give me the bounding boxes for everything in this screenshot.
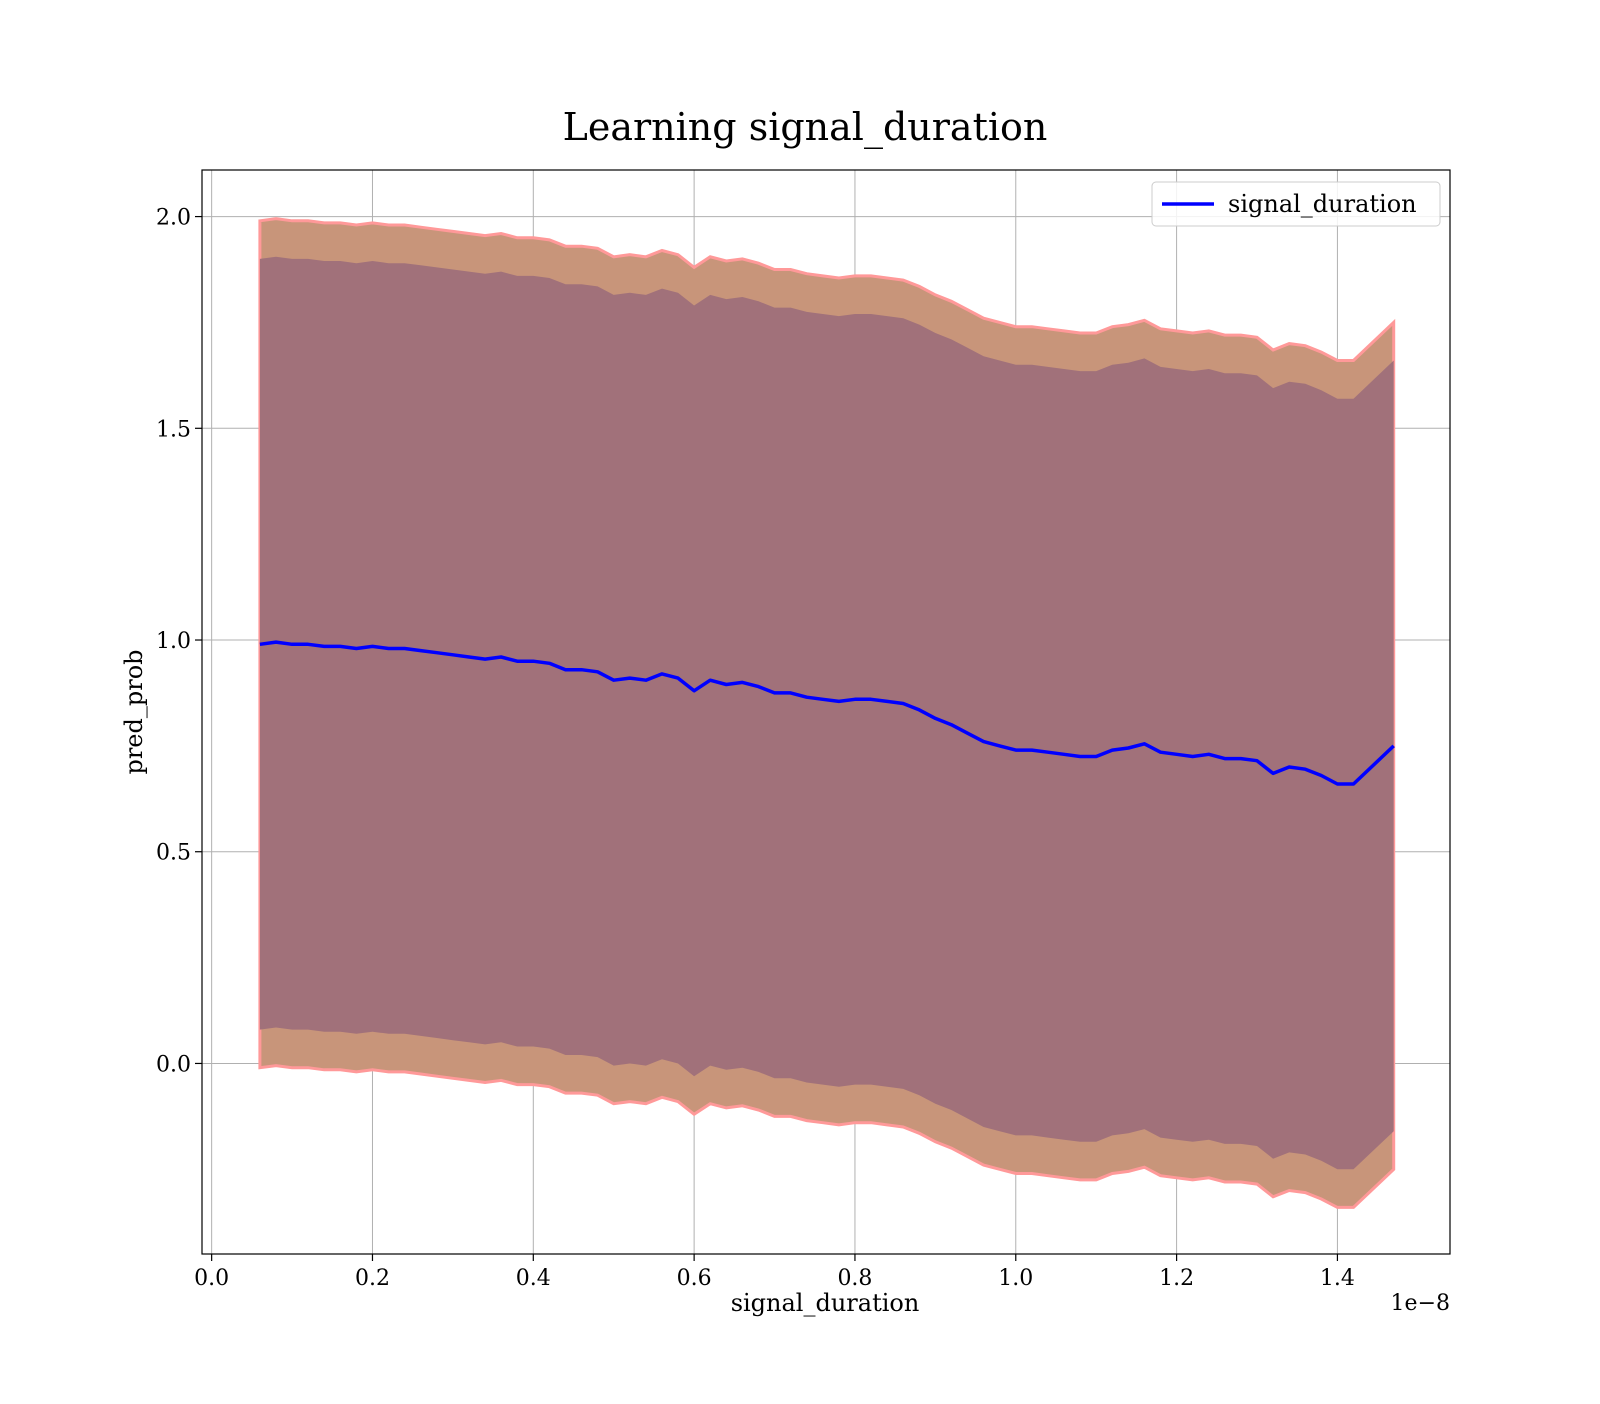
- x-tick-label: 1.0: [998, 1266, 1033, 1291]
- series-line: [259, 640, 1395, 786]
- legend-box: [1151, 181, 1441, 227]
- chart-title: Learning signal_duration: [563, 105, 1048, 150]
- y-tick-label: 0.0: [156, 1052, 191, 1077]
- x-tick-label: 0.0: [194, 1266, 229, 1291]
- x-tick-label: 0.6: [677, 1266, 712, 1291]
- confidence-bands: [258, 217, 1396, 1209]
- y-tick-label: 0.5: [156, 841, 191, 866]
- legend: signal_duration: [1151, 181, 1441, 227]
- x-axis-ticks: 0.0 0.2 0.4 0.6 0.8 1.0 1.2 1.4: [194, 1254, 1355, 1291]
- y-axis-ticks: 0.0 0.5 1.0 1.5 2.0: [156, 206, 202, 1077]
- x-tick-label: 0.8: [837, 1266, 872, 1291]
- x-tick-label: 1.2: [1159, 1266, 1194, 1291]
- series-lines: [259, 640, 1395, 786]
- x-axis-offset-label: 1e−8: [1391, 1291, 1450, 1316]
- y-tick-label: 2.0: [156, 206, 191, 231]
- y-axis-label: pred_prob: [120, 649, 148, 774]
- legend-label: signal_duration: [1228, 190, 1417, 218]
- y-tick-label: 1.0: [156, 629, 191, 654]
- x-axis-label: signal_duration: [731, 1289, 920, 1317]
- x-tick-label: 1.4: [1320, 1266, 1355, 1291]
- inner-confidence-band: [259, 256, 1394, 1170]
- plot-frame: [201, 169, 1451, 1255]
- x-tick-label: 0.4: [516, 1266, 551, 1291]
- y-tick-label: 1.5: [156, 417, 191, 442]
- x-tick-label: 0.2: [355, 1266, 390, 1291]
